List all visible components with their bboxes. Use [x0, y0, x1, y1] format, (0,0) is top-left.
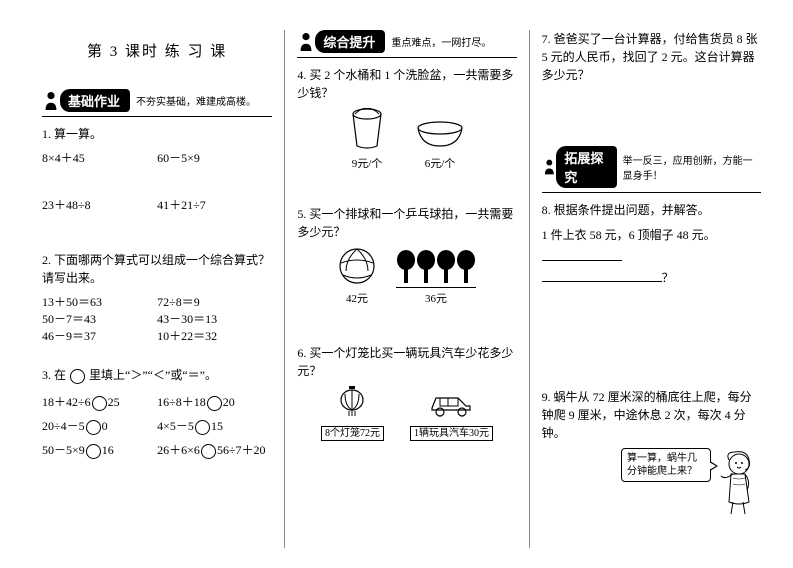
q2-item: 72÷8＝9 — [157, 293, 272, 310]
comp-banner: 综合提升 重点难点，一网打尽。 — [297, 30, 516, 53]
q2-item: 43－30＝13 — [157, 310, 272, 327]
q3-row1: 18＋42÷625 16÷8＋1820 — [42, 390, 272, 414]
q1-item: 41＋21÷7 — [157, 196, 272, 213]
q1-item: 60－5×9 — [157, 149, 272, 166]
lantern-box: 8个灯笼72元 — [321, 426, 384, 441]
q3-item: 18＋42÷625 — [42, 390, 157, 414]
paddle-icon — [416, 249, 436, 285]
q1-item: 8×4＋45 — [42, 149, 157, 166]
pingpong-group — [396, 249, 476, 285]
q9-figure: 算一算，蜗牛几分钟能爬上来？ — [542, 448, 761, 518]
q3-item: 20÷4－50 — [42, 414, 157, 438]
person-icon — [542, 156, 557, 178]
bucket-icon — [349, 108, 385, 150]
q3-item: 26＋6×656÷7＋20 — [157, 438, 272, 462]
q2-item: 50－7＝43 — [42, 310, 157, 327]
volleyball-price: 42元 — [338, 290, 376, 306]
q8-prompt: 8. 根据条件提出问题，并解答。 — [542, 201, 761, 219]
ext-banner: 拓展探究 举一反三，应用创新，方能一显身手！ — [542, 146, 761, 188]
q6-images: 8个灯笼72元 1辆玩具汽车30元 — [297, 386, 516, 439]
paddle-icon — [436, 249, 456, 285]
paddle-icon — [396, 249, 416, 285]
column-right: 7. 爸爸买了一台计算器，付给售货员 8 张 5 元的人民币，找回了 2 元。这… — [530, 30, 773, 548]
paddle-icon — [456, 249, 476, 285]
speech-bubble: 算一算，蜗牛几分钟能爬上来？ — [621, 448, 711, 482]
q6-prompt: 6. 买一个灯笼比买一辆玩具汽车少花多少元？ — [297, 344, 516, 380]
volleyball-icon — [338, 247, 376, 285]
q1-row2: 23＋48÷8 41＋21÷7 — [42, 196, 272, 213]
q2-item: 13＋50＝63 — [42, 293, 157, 310]
basin-icon — [415, 120, 465, 150]
girl-icon — [711, 448, 761, 518]
car-icon — [428, 392, 474, 418]
divider — [542, 192, 761, 193]
q1-row1: 8×4＋45 60－5×9 — [42, 149, 272, 166]
divider — [297, 57, 516, 58]
q7-prompt: 7. 爸爸买了一台计算器，付给售货员 8 张 5 元的人民币，找回了 2 元。这… — [542, 30, 761, 84]
person-icon — [42, 90, 60, 112]
basic-sub: 不夯实基础，难建成高楼。 — [136, 93, 256, 108]
divider — [42, 116, 272, 117]
q5-prompt: 5. 买一个排球和一个乒乓球拍，一共需要多少元？ — [297, 205, 516, 241]
lantern-icon — [339, 386, 365, 418]
bucket-price: 9元/个 — [349, 155, 385, 171]
q3-prompt: 3. 在 里填上“＞”“＜”或“＝”。 — [42, 366, 272, 384]
q3-item: 16÷8＋1820 — [157, 390, 272, 414]
q2-row: 13＋50＝63 50－7＝43 46－9＝37 72÷8＝9 43－30＝13… — [42, 293, 272, 344]
q5-images: 42元 36元 — [297, 247, 516, 306]
q2-item: 10＋22＝32 — [157, 327, 272, 344]
person-icon — [297, 31, 315, 53]
q4-images: 9元/个 6元/个 — [297, 108, 516, 171]
basin-price: 6元/个 — [415, 155, 465, 171]
q2-item: 46－9＝37 — [42, 327, 157, 344]
q2-prompt: 2. 下面哪两个算式可以组成一个综合算式？请写出来。 — [42, 251, 272, 287]
ext-sub: 举一反三，应用创新，方能一显身手！ — [623, 152, 761, 182]
q3-item: 50－5×916 — [42, 438, 157, 462]
column-middle: 综合提升 重点难点，一网打尽。 4. 买 2 个水桶和 1 个洗脸盆，一共需要多… — [284, 30, 529, 548]
comp-sub: 重点难点，一网打尽。 — [391, 34, 491, 49]
q9-prompt: 9. 蜗牛从 72 厘米深的桶底往上爬，每分钟爬 9 厘米，中途休息 2 次，每… — [542, 388, 761, 442]
q8-qmark: ？ — [662, 271, 674, 285]
comp-label: 综合提升 — [315, 30, 385, 53]
q4-prompt: 4. 买 2 个水桶和 1 个洗脸盆，一共需要多少钱？ — [297, 66, 516, 102]
q3-item: 4×5－515 — [157, 414, 272, 438]
column-left: 第 3 课时 练 习 课 基础作业 不夯实基础，难建成高楼。 1. 算一算。 8… — [30, 30, 284, 548]
lesson-title: 第 3 课时 练 习 课 — [42, 40, 272, 61]
q3-row2: 20÷4－50 4×5－515 — [42, 414, 272, 438]
pingpong-price: 36元 — [396, 290, 476, 306]
car-box: 1辆玩具汽车30元 — [410, 426, 493, 441]
q8-condition: 1 件上衣 58 元，6 顶帽子 48 元。 — [542, 225, 761, 268]
q3-row3: 50－5×916 26＋6×656÷7＋20 — [42, 438, 272, 462]
basic-label: 基础作业 — [60, 89, 130, 112]
q1-prompt: 1. 算一算。 — [42, 125, 272, 143]
q8-blank: ？ — [542, 268, 761, 290]
basic-banner: 基础作业 不夯实基础，难建成高楼。 — [42, 89, 272, 112]
q1-item: 23＋48÷8 — [42, 196, 157, 213]
ext-label: 拓展探究 — [556, 146, 616, 188]
